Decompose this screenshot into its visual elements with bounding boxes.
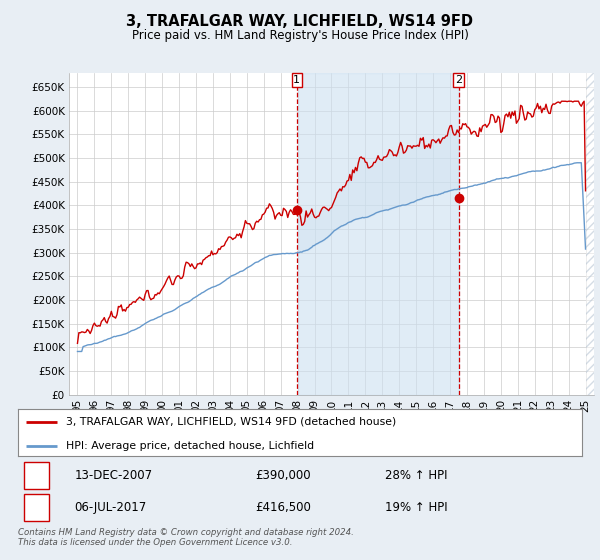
Text: 3, TRAFALGAR WAY, LICHFIELD, WS14 9FD: 3, TRAFALGAR WAY, LICHFIELD, WS14 9FD xyxy=(127,14,473,29)
Text: 13-DEC-2007: 13-DEC-2007 xyxy=(74,469,152,482)
Text: HPI: Average price, detached house, Lichfield: HPI: Average price, detached house, Lich… xyxy=(66,441,314,451)
Text: 2: 2 xyxy=(32,501,40,514)
Bar xyxy=(454,73,464,87)
Text: £416,500: £416,500 xyxy=(255,501,311,514)
Bar xyxy=(23,494,49,521)
Bar xyxy=(292,73,302,87)
Text: £390,000: £390,000 xyxy=(255,469,311,482)
Text: 19% ↑ HPI: 19% ↑ HPI xyxy=(385,501,447,514)
Text: 3, TRAFALGAR WAY, LICHFIELD, WS14 9FD (detached house): 3, TRAFALGAR WAY, LICHFIELD, WS14 9FD (d… xyxy=(66,417,396,427)
Text: 1: 1 xyxy=(293,75,300,85)
Text: 1: 1 xyxy=(32,469,40,482)
Bar xyxy=(23,462,49,489)
Text: 06-JUL-2017: 06-JUL-2017 xyxy=(74,501,146,514)
Text: 2: 2 xyxy=(455,75,462,85)
Text: 28% ↑ HPI: 28% ↑ HPI xyxy=(385,469,447,482)
Text: Contains HM Land Registry data © Crown copyright and database right 2024.
This d: Contains HM Land Registry data © Crown c… xyxy=(18,528,354,547)
Text: Price paid vs. HM Land Registry's House Price Index (HPI): Price paid vs. HM Land Registry's House … xyxy=(131,29,469,42)
